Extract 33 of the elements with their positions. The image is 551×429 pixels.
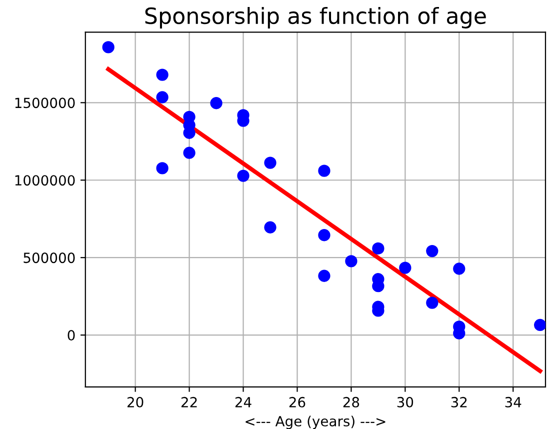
chart-title: Sponsorship as function of age [145,6,486,28]
point [372,242,384,255]
point [426,296,438,309]
point [156,68,168,81]
x-tick-label: 32 [451,396,467,408]
point [399,262,412,274]
x-tick-label: 28 [343,396,360,408]
point [318,270,330,282]
point [453,262,466,275]
x-tick-label: 34 [505,396,522,408]
point [183,146,196,159]
point [210,97,222,110]
y-tick-label: 1500000 [15,98,75,108]
point [264,156,276,169]
point [534,318,546,332]
y-tick-label: 0 [68,330,75,341]
x-tick-label: 26 [289,396,306,408]
point [156,91,168,104]
x-tick-label: 20 [128,396,144,408]
y-tick-label: 1000000 [15,175,75,186]
x-tick-label: 30 [397,396,414,408]
point [318,164,330,177]
point [318,229,330,242]
x-tick-label: 22 [181,396,197,408]
point [426,245,438,258]
point [156,162,168,174]
x-tick-label: 24 [235,396,252,408]
x-axis-title: <--- Age (years) ---> [246,416,386,429]
point [345,255,358,268]
point [264,221,276,234]
y-tick-label: 500000 [24,252,75,264]
point [102,41,114,54]
point [237,170,250,182]
